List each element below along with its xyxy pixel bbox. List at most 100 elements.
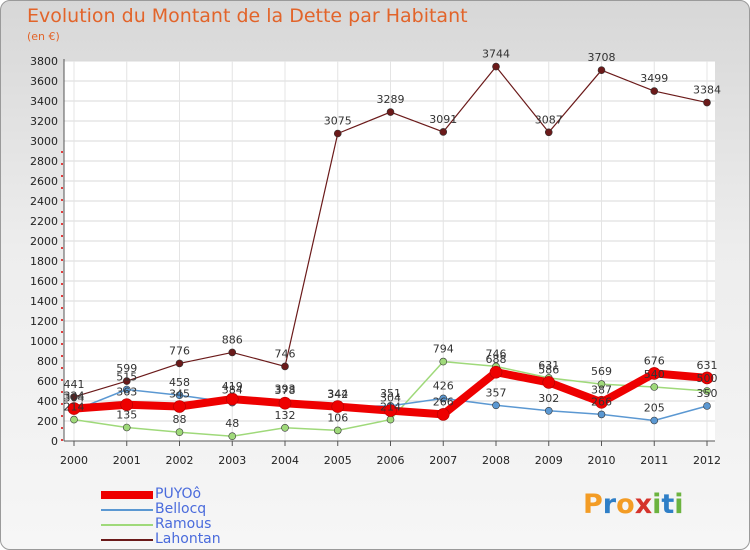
data-label: 631	[538, 359, 559, 372]
y-tick-label: 3600	[30, 75, 58, 88]
edge-mark	[61, 355, 63, 357]
x-tick-label: 2001	[113, 454, 141, 467]
data-point	[650, 416, 659, 425]
y-tick-label: 200	[37, 415, 58, 428]
y-tick-label: 1600	[30, 275, 58, 288]
x-tick-label: 2004	[271, 454, 299, 467]
x-tick-label: 2012	[693, 454, 721, 467]
data-label: 569	[591, 365, 612, 378]
data-point	[278, 396, 292, 410]
data-point	[703, 98, 711, 107]
y-tick-label: 0	[51, 435, 58, 448]
edge-mark	[61, 379, 63, 381]
data-label: 344	[327, 388, 348, 401]
data-label: 515	[116, 371, 137, 384]
logo-letter: i	[652, 489, 662, 520]
data-label: 324	[64, 390, 85, 403]
data-label: 88	[173, 413, 187, 426]
y-tick-label: 2400	[30, 195, 58, 208]
chart-title: Evolution du Montant de la Dette par Hab…	[27, 5, 468, 27]
data-point	[439, 357, 448, 366]
data-point	[333, 129, 342, 138]
data-point	[650, 87, 659, 95]
point-labels: 441 599 776 886 746 3075 3289 3091 3744 3087 3708 3…	[64, 48, 722, 431]
x-tick-label: 2005	[324, 454, 352, 467]
data-point	[489, 365, 503, 379]
data-point	[439, 128, 448, 136]
y-tick-label: 600	[37, 375, 58, 388]
data-label: 345	[169, 388, 190, 401]
data-point	[120, 398, 134, 412]
data-label: 458	[169, 376, 190, 389]
legend-label: Bellocq	[155, 501, 207, 517]
data-label: 886	[222, 333, 243, 346]
legend-label: Lahontan	[155, 531, 221, 547]
data-point	[386, 108, 395, 116]
edge-mark	[61, 427, 63, 429]
legend-swatch	[101, 539, 153, 541]
data-point	[228, 348, 237, 357]
x-tick-label: 2000	[60, 454, 88, 467]
series-group	[67, 62, 714, 441]
edge-mark	[61, 295, 63, 297]
logo-letter: t	[661, 489, 675, 520]
x-tick-label: 2009	[535, 454, 563, 467]
data-label: 304	[64, 392, 85, 405]
data-label: 599	[116, 362, 137, 375]
y-tick-label: 1800	[30, 255, 58, 268]
data-label: 266	[433, 395, 454, 408]
data-point	[225, 392, 239, 406]
data-label: 3091	[429, 113, 457, 126]
y-tick-label: 3000	[30, 135, 58, 148]
edge-mark	[61, 175, 63, 177]
x-tick-label: 2008	[482, 454, 510, 467]
edge-mark	[61, 415, 63, 417]
y-tick-label: 2800	[30, 155, 58, 168]
legend-swatch	[101, 491, 153, 499]
logo-letter: i	[674, 489, 684, 520]
data-point	[439, 394, 448, 403]
data-point	[436, 408, 450, 421]
data-point	[281, 362, 289, 371]
x-tick-label: 2002	[166, 454, 194, 467]
edge-mark	[61, 211, 63, 213]
data-point	[67, 402, 81, 415]
edge-mark	[61, 151, 63, 153]
data-label: 363	[116, 386, 137, 399]
edge-mark	[61, 163, 63, 165]
data-point	[122, 377, 131, 385]
data-point	[647, 367, 661, 380]
edge-mark	[61, 403, 63, 405]
data-point	[70, 393, 78, 401]
data-label: 794	[433, 343, 454, 356]
y-tick-label: 2200	[30, 215, 58, 228]
data-label: 135	[116, 409, 137, 422]
grid	[64, 60, 715, 442]
data-label: 3075	[324, 115, 352, 128]
y-tick-label: 400	[37, 395, 58, 408]
edge-mark	[61, 223, 63, 225]
y-tick-label: 800	[37, 355, 58, 368]
data-label: 3087	[535, 113, 563, 126]
x-tick-label: 2011	[640, 454, 668, 467]
data-label: 132	[275, 409, 296, 422]
edge-mark	[61, 439, 63, 441]
data-label: 441	[64, 378, 85, 391]
data-label: 746	[486, 347, 507, 360]
data-label: 48	[225, 417, 239, 430]
logo-letter: r	[602, 489, 617, 520]
x-tick-label: 2003	[218, 454, 246, 467]
logo-letter: x	[634, 489, 653, 520]
edge-mark	[61, 259, 63, 261]
data-label: 776	[169, 344, 190, 357]
data-point	[544, 128, 553, 137]
data-label: 676	[644, 354, 665, 367]
data-label: 266	[591, 395, 612, 408]
edge-mark	[61, 331, 63, 333]
proxiti-logo: Proxiti	[583, 489, 684, 520]
data-label: 426	[433, 379, 454, 392]
data-label: 3708	[588, 51, 616, 64]
data-label: 302	[538, 392, 559, 405]
data-point	[597, 380, 606, 388]
data-label: 342	[327, 388, 348, 401]
